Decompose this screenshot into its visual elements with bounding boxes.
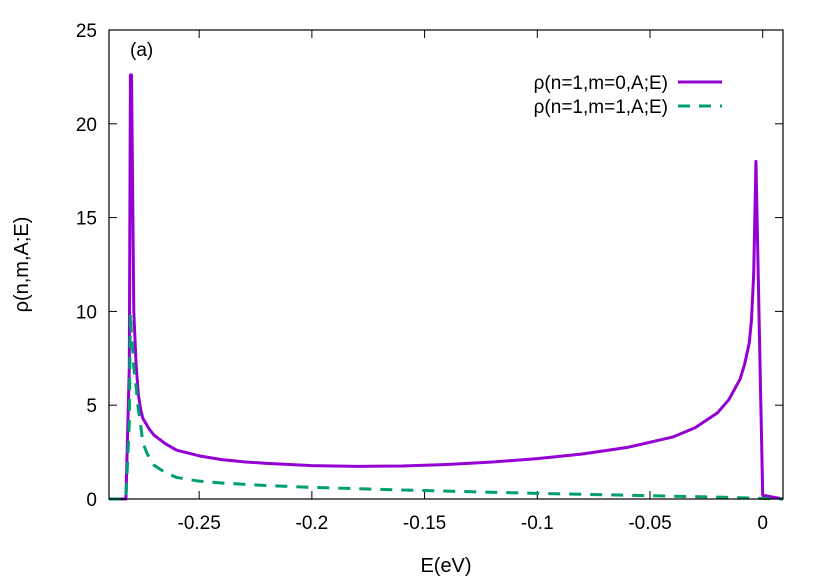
series-line-0 (109, 73, 784, 501)
x-tick-label: -0.2 (296, 513, 329, 534)
x-tick-label: 0 (757, 513, 768, 534)
legend: ρ(n=1,m=0,A;E) ρ(n=1,m=1,A;E) (534, 73, 722, 118)
y-axis-label: ρ(n,m,A;E) (11, 217, 33, 313)
y-tick-label: 0 (86, 490, 97, 511)
series-line-1 (109, 311, 784, 501)
x-tick-label: -0.15 (403, 513, 446, 534)
y-tick-label: 15 (76, 209, 97, 230)
y-tick-label: 25 (76, 21, 97, 42)
y-tick-label: 5 (86, 396, 97, 417)
y-tick-label: 10 (76, 302, 97, 323)
y-tick-label: 20 (76, 115, 97, 136)
x-tick-label: -0.25 (178, 513, 221, 534)
plot-frame (108, 29, 784, 500)
x-axis-label: E(eV) (420, 555, 471, 577)
x-tick-label: -0.1 (521, 513, 554, 534)
ticks-layer: -0.25 -0.2 -0.15 -0.1 -0.05 0 0 5 10 15 20 25 (76, 21, 783, 534)
panel-label: (a) (130, 40, 153, 61)
x-tick-label: -0.05 (628, 513, 671, 534)
legend-label-m1: ρ(n=1,m=1,A;E) (534, 97, 668, 118)
series-layer (109, 73, 784, 501)
legend-label-m0: ρ(n=1,m=0,A;E) (534, 73, 668, 94)
